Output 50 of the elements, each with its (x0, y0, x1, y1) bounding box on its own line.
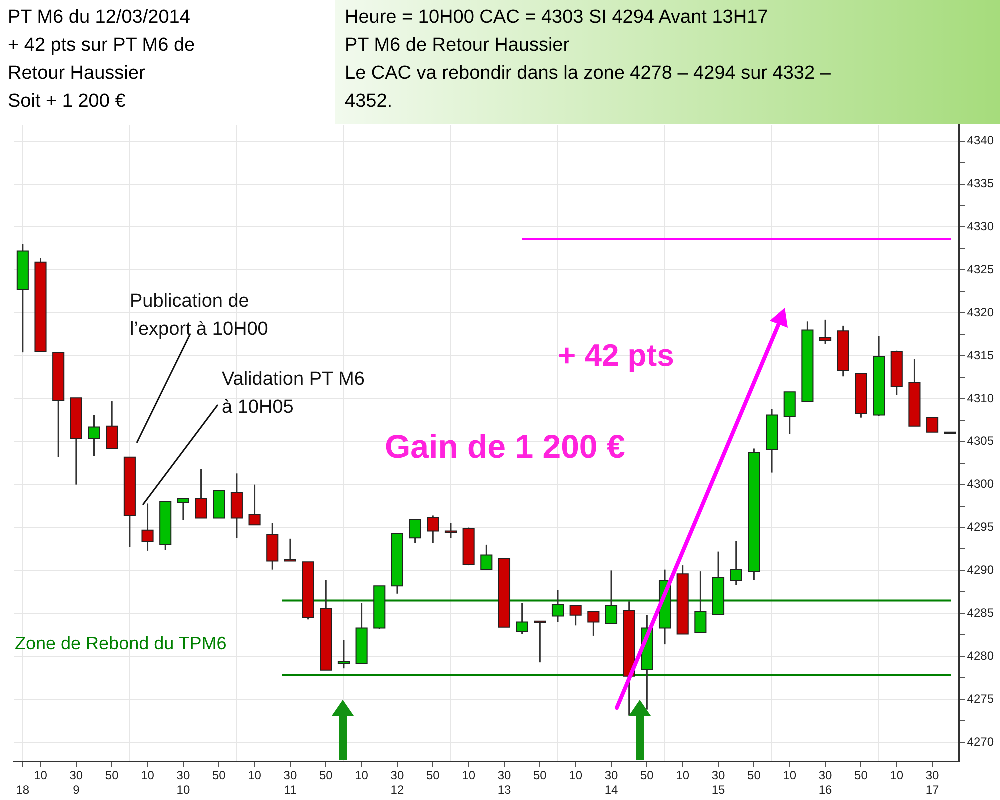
x-tick-label: 50 (105, 768, 120, 783)
x-tick-label: 30 16 (818, 768, 833, 798)
chart-title: PT M6 du 12/03/2014 + 42 pts sur PT M6 de Retour Haussier Soit + 1 200 € (7, 6, 196, 114)
x-tick-label: 10 (462, 768, 476, 783)
y-tick-label: 4300 (967, 477, 994, 492)
x-tick-label: 30 14 (604, 768, 618, 798)
x-tick-label: 30 11 (284, 768, 298, 798)
y-tick-label: 4325 (967, 262, 994, 276)
y-tick-label: 4320 (967, 305, 994, 320)
candlestick (195, 468, 208, 520)
x-tick-label: 10 (355, 768, 369, 783)
x-tick-label: 50 (854, 768, 868, 783)
y-tick-label: 4270 (967, 734, 994, 749)
x-tick-label: 10 (34, 768, 48, 783)
x-tick-label: 18 (16, 783, 30, 798)
x-tick-label: 50 (319, 768, 334, 783)
y-tick-label: 4275 (967, 692, 994, 706)
x-tick-label: 10 (569, 768, 583, 783)
x-tick-label: 50 (212, 768, 226, 783)
x-tick-label: 10 (783, 768, 797, 783)
ref-line-label: Zone de Rebond du TPM6 (15, 633, 227, 654)
x-tick-label: 50 (640, 768, 654, 783)
x-tick-label: 10 (890, 768, 904, 783)
annotation: Gain de 1 200 € (385, 428, 626, 466)
y-tick-label: 4290 (967, 563, 994, 578)
x-tick-label: 10 (676, 768, 690, 783)
x-tick-label: 10 (141, 768, 155, 783)
y-tick-label: 4310 (967, 391, 994, 406)
x-tick-label: 30 15 (712, 768, 726, 798)
y-tick-label: 4340 (967, 134, 994, 148)
annotation: Validation PT M6 à 10H05 (222, 368, 365, 420)
y-tick-label: 4280 (967, 648, 994, 663)
y-tick-label: 4285 (967, 606, 994, 620)
y-tick-label: 4330 (967, 220, 994, 234)
x-tick-label: 30 17 (926, 768, 940, 798)
x-tick-label: 10 (248, 768, 262, 783)
x-tick-label: 30 9 (70, 768, 84, 798)
y-tick-label: 4335 (967, 176, 994, 191)
y-tick-label: 4305 (967, 434, 994, 448)
annotation: Publication de l’export à 10H00 (130, 290, 268, 342)
x-tick-label: 50 (426, 768, 440, 783)
y-tick-label: 4295 (967, 520, 994, 534)
x-tick-label: 50 (533, 768, 548, 783)
y-tick-label: 4315 (967, 348, 994, 362)
x-tick-label: 30 12 (390, 768, 404, 798)
x-tick-label: 30 13 (498, 768, 512, 798)
annotation: + 42 pts (558, 338, 674, 374)
chart-subtitle: Heure = 10H00 CAC = 4303 SI 4294 Avant 13H17 PT M6 de Retour Haussier Le CAC va rebondir dans la zone 4278 – 4294 sur 4332 – 4352. (335, 0, 1000, 124)
x-tick-label: 50 (748, 768, 762, 783)
x-tick-label: 30 10 (176, 768, 190, 798)
